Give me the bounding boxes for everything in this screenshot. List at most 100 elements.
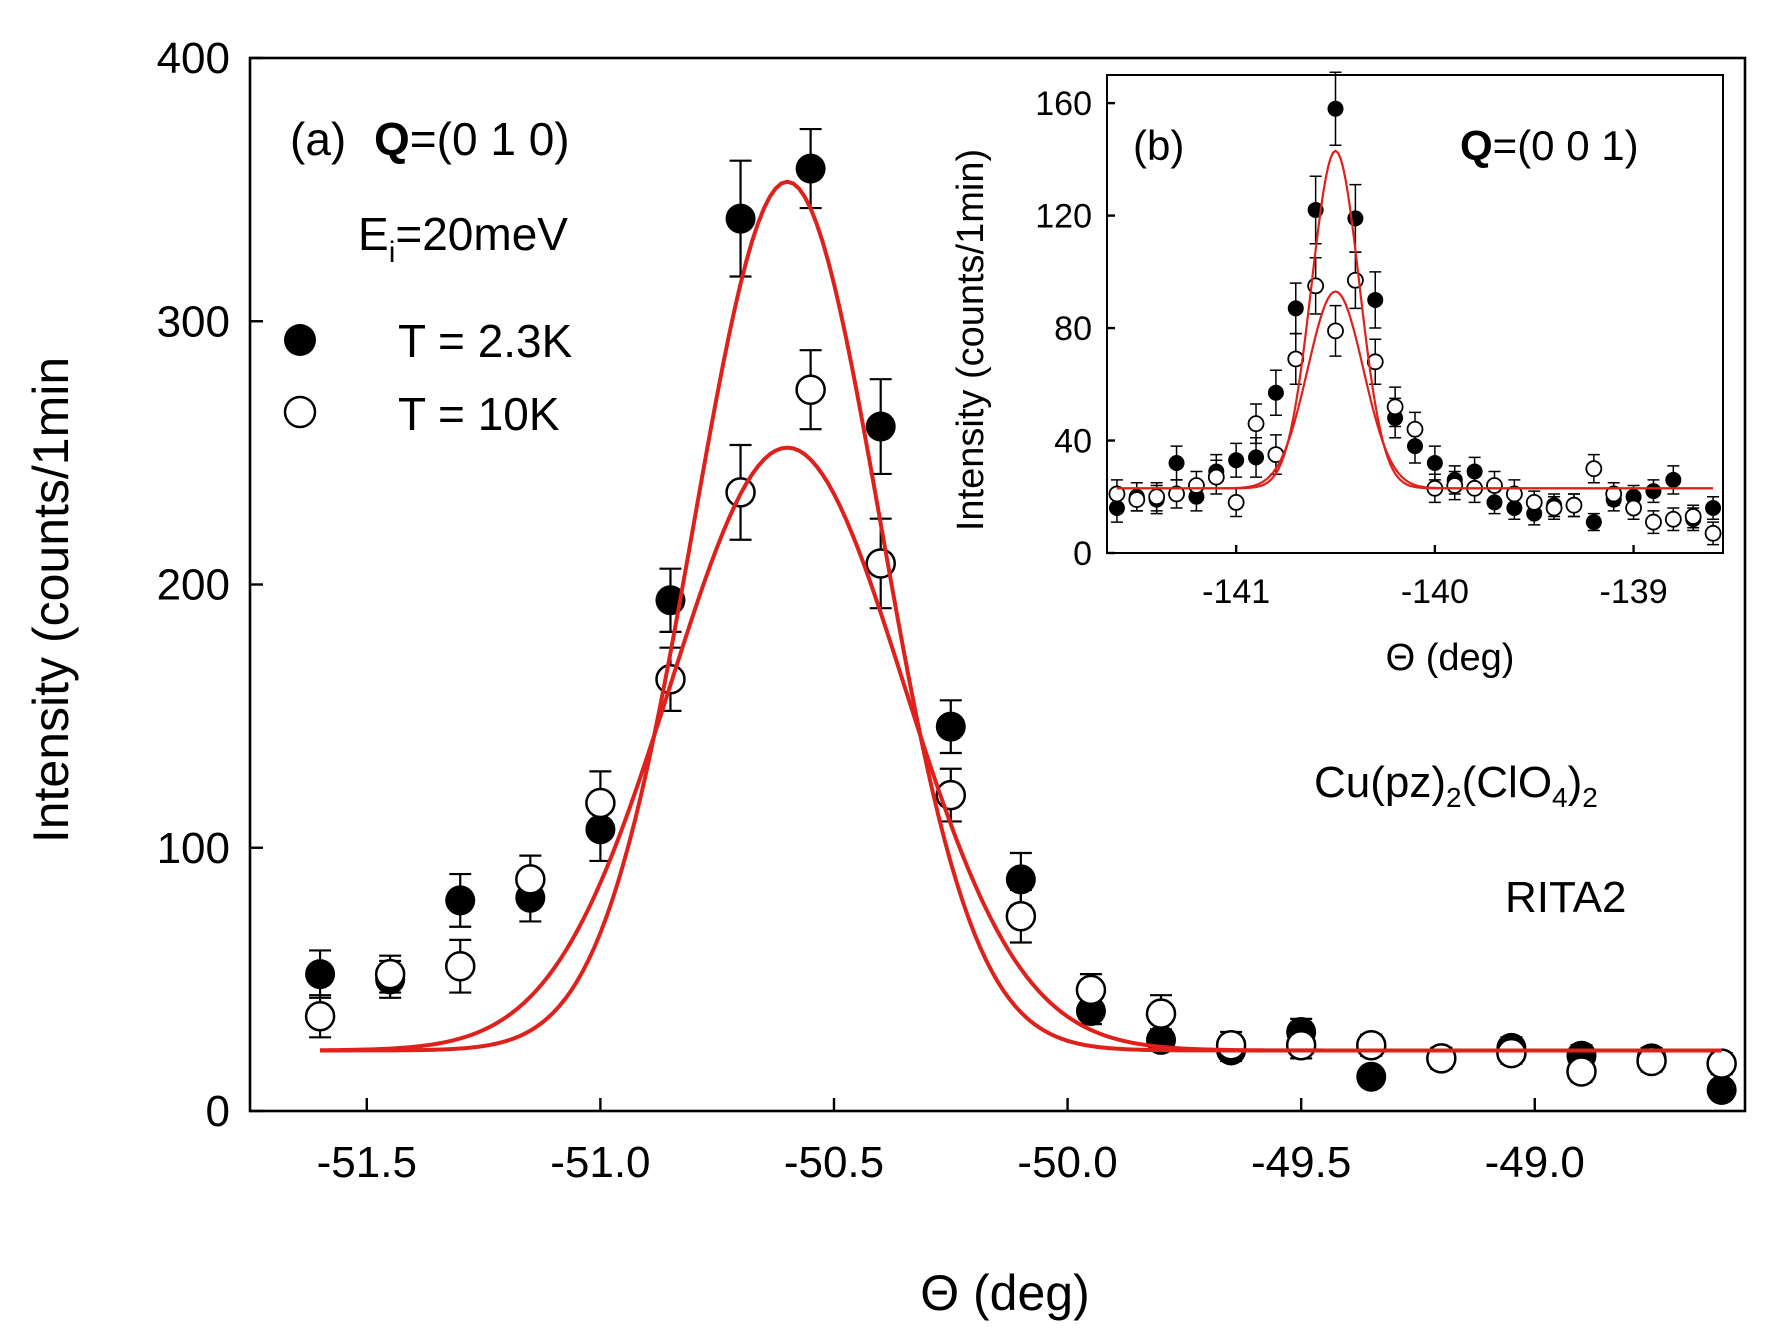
- inset-point-filled: [1228, 452, 1245, 469]
- inset-x-tick-label: -139: [1600, 573, 1668, 611]
- main-point-filled: [1075, 995, 1106, 1026]
- main-point-filled: [1005, 864, 1036, 895]
- inset-y-tick-label: 160: [1035, 85, 1092, 123]
- energy-base: E: [358, 208, 389, 260]
- main-x-tick-label: -51.5: [317, 1138, 417, 1187]
- inset-point-open: [1684, 508, 1702, 525]
- main-point-filled: [795, 153, 826, 184]
- inset-point-open: [1108, 485, 1126, 503]
- inset-point-open: [1525, 493, 1543, 511]
- main-y-tick-label: 100: [157, 824, 230, 873]
- main-plot: -51.5 -51.0 -50.5 -50.0 -49.5 -49.0 0 100 200 300…: [23, 34, 1747, 1321]
- compound-part-2: (ClO: [1462, 758, 1552, 807]
- inset-x-tick-label: -140: [1401, 573, 1469, 611]
- inset-point-open: [1327, 322, 1344, 340]
- inset-point-open: [1545, 499, 1563, 517]
- main-point-filled: [1706, 1074, 1737, 1105]
- main-y-tick-label: 200: [157, 561, 230, 610]
- main-point-open: [1636, 1045, 1667, 1077]
- main-panel-label: (a): [290, 113, 346, 165]
- main-point-open: [374, 958, 406, 990]
- main-x-axis-title: Θ (deg): [920, 1265, 1090, 1321]
- compound-sub-3: 2: [1582, 782, 1598, 813]
- inset-point-filled: [1367, 291, 1384, 308]
- inset-point-filled: [1426, 455, 1443, 472]
- inset-point-open: [1128, 491, 1146, 508]
- main-point-open: [795, 374, 826, 405]
- inset-point-open: [1386, 398, 1404, 416]
- inset-point-filled: [1665, 471, 1682, 488]
- inset-ticks: -141 -140 -139 0 40 80 120 160: [1035, 85, 1667, 611]
- main-point-open: [1285, 1029, 1317, 1061]
- main-point-open: [1496, 1037, 1527, 1069]
- inset-point-open: [1207, 468, 1225, 486]
- inset-point-filled: [1248, 449, 1265, 466]
- inset-x-tick-label: -141: [1202, 573, 1270, 611]
- inset-q-value: =(0 0 1): [1493, 122, 1639, 169]
- inset-point-open: [1366, 353, 1384, 371]
- main-q-bold: Q: [374, 113, 410, 165]
- main-q-value: =(0 1 0): [410, 113, 570, 165]
- inset-point-open: [1605, 485, 1623, 503]
- energy-label: Ei=20meV: [358, 208, 568, 269]
- energy-sub: i: [389, 236, 396, 269]
- inset-y-tick-label: 40: [1054, 423, 1092, 461]
- main-y-tick-label: 0: [206, 1087, 230, 1136]
- inset-point-open: [1704, 524, 1722, 542]
- main-point-open: [1356, 1029, 1387, 1061]
- instrument-label: RITA2: [1505, 873, 1626, 922]
- inset-point-open: [1625, 499, 1642, 517]
- inset-point-open: [1148, 488, 1166, 506]
- inset-y-tick-label: 120: [1035, 198, 1092, 236]
- main-point-open: [1145, 998, 1177, 1029]
- main-point-filled: [935, 711, 966, 742]
- main-point-open: [1005, 900, 1037, 932]
- main-ticks: -51.5 -51.0 -50.5 -50.0 -49.5 -49.0 0 100 200 300…: [157, 34, 1585, 1187]
- legend-marker-open: [283, 395, 317, 429]
- inset-fit-curve: [1116, 290, 1714, 490]
- energy-value: =20meV: [395, 208, 568, 260]
- inset-point-open: [1446, 477, 1464, 494]
- inset-y-tick-label: 0: [1073, 535, 1092, 573]
- main-q-label: Q=(0 1 0): [374, 113, 570, 165]
- main-x-tick-label: -50.0: [1017, 1138, 1117, 1187]
- inset-point-filled: [1327, 100, 1344, 117]
- main-point-open: [304, 1000, 336, 1032]
- main-y-tick-label: 400: [157, 34, 230, 83]
- main-point-open: [585, 787, 616, 819]
- main-point-filled: [305, 959, 336, 990]
- inset-point-filled: [1267, 384, 1284, 401]
- inset-point-filled: [1645, 483, 1662, 500]
- compound-part-3: ): [1568, 758, 1583, 807]
- inset-plot: -141 -140 -139 0 40 80 120 160 Θ (deg) Intensit…: [950, 71, 1724, 679]
- main-x-tick-label: -49.0: [1485, 1138, 1585, 1187]
- main-point-open: [515, 864, 546, 895]
- main-point-filled: [725, 203, 756, 234]
- inset-point-filled: [1466, 463, 1483, 480]
- main-point-open: [1075, 974, 1107, 1006]
- inset-point-open: [1168, 485, 1185, 503]
- compound-sub-2: 4: [1552, 782, 1568, 813]
- compound-sub-1: 2: [1446, 782, 1462, 813]
- legend-label-10k: T = 10K: [398, 388, 560, 440]
- inset-point-open: [1406, 420, 1424, 438]
- inset-x-axis-title: Θ (deg): [1386, 637, 1515, 679]
- inset-point-open: [1585, 460, 1603, 478]
- inset-point-open: [1645, 513, 1662, 531]
- main-point-filled: [1356, 1061, 1387, 1092]
- inset-y-tick-label: 80: [1054, 310, 1092, 348]
- inset-point-filled: [1486, 494, 1503, 511]
- inset-panel-label: (b): [1133, 122, 1184, 169]
- main-point-open: [444, 950, 476, 982]
- main-point-open: [1566, 1056, 1597, 1087]
- inset-q-bold: Q: [1460, 122, 1493, 169]
- main-marks: [304, 127, 1737, 1105]
- inset-marks: [1108, 71, 1722, 546]
- main-fit-curve: [320, 445, 1722, 1053]
- inset-point-open: [1188, 477, 1205, 494]
- legend-label-2-3k: T = 2.3K: [398, 315, 573, 367]
- compound-label: Cu(pz)2(ClO4)2: [1314, 758, 1598, 813]
- main-y-axis-title: Intensity (counts/1min: [23, 357, 79, 843]
- inset-point-filled: [1705, 500, 1722, 517]
